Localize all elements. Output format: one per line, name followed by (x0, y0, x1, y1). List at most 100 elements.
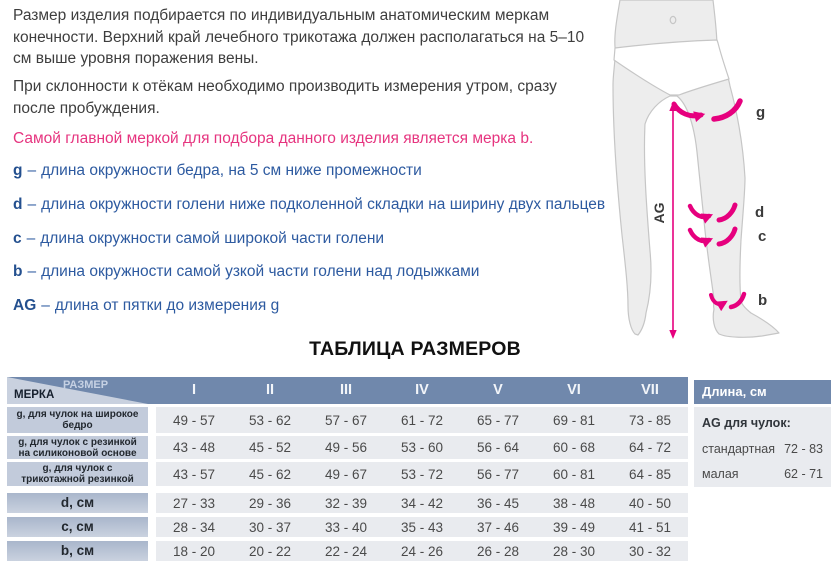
navel (669, 15, 677, 25)
cell: 56 - 64 (476, 440, 520, 455)
corner-label-size: РАЗМЕР (63, 379, 109, 391)
cell: 18 - 20 (172, 543, 216, 559)
measure-key-ag: AG (13, 297, 37, 314)
row-label: b, см (7, 541, 148, 561)
row-values: 43 - 48 45 - 52 49 - 56 53 - 60 56 - 64 … (156, 436, 688, 459)
cell: 26 - 28 (476, 543, 520, 559)
cell: 49 - 57 (172, 412, 216, 428)
corner-label-measure: МЕРКА (14, 389, 55, 401)
size-table: РАЗМЕР МЕРКА I II III IV V VI VII g, для… (7, 377, 688, 561)
dash: – (27, 196, 37, 213)
row-values: 18 - 20 20 - 22 22 - 24 24 - 26 26 - 28 … (156, 541, 688, 561)
cell: 32 - 39 (324, 495, 368, 511)
length-label: малая (702, 467, 739, 481)
measure-desc-g: длина окружности бедра, на 5 см ниже про… (41, 162, 422, 179)
length-panel-subheader: AG для чулок: (702, 416, 791, 430)
cell: 49 - 67 (324, 466, 368, 482)
cell: 24 - 26 (400, 543, 444, 559)
cell: 64 - 72 (628, 440, 672, 455)
cell: 56 - 77 (476, 466, 520, 482)
cell: 53 - 62 (248, 412, 292, 428)
dash: – (26, 230, 36, 247)
row-values: 27 - 33 29 - 36 32 - 39 34 - 42 36 - 45 … (156, 493, 688, 513)
measure-arrow-b (709, 291, 747, 312)
cell: 57 - 67 (324, 412, 368, 428)
cell: 43 - 48 (172, 440, 216, 455)
table-row: b, см 18 - 20 20 - 22 22 - 24 24 - 26 26… (7, 541, 688, 561)
diagram-label-c: c (758, 228, 766, 245)
row-label: g, для чулок с резинкой на силиконовой о… (7, 436, 148, 459)
length-row-small: малая 62 - 71 (702, 467, 823, 481)
row-label: c, см (7, 517, 148, 537)
cell: 40 - 50 (628, 495, 672, 511)
row-values: 43 - 57 45 - 62 49 - 67 53 - 72 56 - 77 … (156, 462, 688, 486)
dash: – (27, 263, 37, 280)
row-values: 28 - 34 30 - 37 33 - 40 35 - 43 37 - 46 … (156, 517, 688, 537)
measure-key-b: b (13, 263, 23, 280)
intro-paragraph-2: При склонности к отёкам необходимо произ… (13, 78, 557, 117)
cell: 73 - 85 (628, 412, 672, 428)
cell: 37 - 46 (476, 519, 520, 535)
table-row: c, см 28 - 34 30 - 37 33 - 40 35 - 43 37… (7, 517, 688, 537)
leg-measurement-diagram: AG g d c b (612, 0, 780, 339)
cell: 41 - 51 (628, 519, 672, 535)
col-header-1: I (191, 382, 197, 398)
length-panel-body: AG для чулок: стандартная 72 - 83 малая … (694, 407, 831, 487)
measure-desc-c: длина окружности самой широкой части гол… (40, 230, 385, 247)
cell: 29 - 36 (248, 495, 292, 511)
measurement-def-c: c – длина окружности самой широкой части г… (13, 230, 384, 248)
measure-arrow-d (687, 202, 738, 224)
col-header-7: VII (641, 382, 659, 398)
measurement-def-g: g – длина окружности бедра, на 5 см ниже п… (13, 162, 422, 180)
length-panel: Длина, см AG для чулок: стандартная 72 -… (694, 380, 831, 487)
cell: 45 - 62 (248, 466, 292, 482)
row-label: g, для чулок с трикотажной резинкой (7, 462, 148, 486)
diagram-label-g: g (756, 104, 765, 121)
cell: 30 - 37 (248, 519, 292, 535)
cell: 36 - 45 (476, 495, 520, 511)
table-row: g, для чулок с резинкой на силиконовой о… (7, 436, 688, 459)
size-table-title: ТАБЛИЦА РАЗМЕРОВ (309, 338, 521, 360)
cell: 28 - 34 (172, 519, 216, 535)
measure-arrow-g (671, 98, 743, 123)
table-row: d, см 27 - 33 29 - 36 32 - 39 34 - 42 36… (7, 493, 688, 513)
row-label: g, для чулок на широкое бедро (7, 407, 148, 433)
cell: 33 - 40 (324, 519, 368, 535)
length-panel-header: Длина, см (694, 380, 831, 404)
measure-desc-b: длина окружности самой узкой части голен… (41, 263, 480, 280)
length-label: стандартная (702, 442, 775, 456)
col-header-2: II (265, 382, 275, 398)
cell: 34 - 42 (400, 495, 444, 511)
cell: 53 - 60 (400, 440, 444, 455)
cell: 39 - 49 (552, 519, 596, 535)
dash: – (41, 297, 50, 314)
underwear-shape (613, 39, 730, 96)
measure-desc-d: длина окружности голени ниже подколенной… (41, 196, 606, 213)
table-corner-cell: РАЗМЕР МЕРКА (7, 377, 148, 404)
cell: 60 - 81 (552, 466, 596, 482)
column-headers: I II III IV V VI VII (156, 377, 688, 404)
cell: 28 - 30 (552, 543, 596, 559)
cell: 20 - 22 (248, 543, 292, 559)
cell: 27 - 33 (172, 495, 216, 511)
intro-paragraph-1: Размер изделия подбирается по индивидуал… (13, 7, 585, 67)
cell: 30 - 32 (628, 543, 672, 559)
cell: 64 - 85 (628, 466, 672, 482)
table-row: g, для чулок на широкое бедро 49 - 57 53… (7, 407, 688, 433)
measurement-def-b: b – длина окружности самой узкой части гол… (13, 263, 479, 281)
highlight-sentence: Самой главной меркой для подбора данного… (13, 130, 534, 147)
col-header-5: V (493, 382, 503, 398)
cell: 65 - 77 (476, 412, 520, 428)
row-label: d, см (7, 493, 148, 513)
measure-arrow-c (687, 226, 738, 248)
length-value: 72 - 83 (784, 442, 823, 456)
ag-measure-line (669, 102, 677, 339)
cell: 38 - 48 (552, 495, 596, 511)
cell: 53 - 72 (400, 466, 444, 482)
measurement-def-ag: AG – длина от пятки до измерения g (13, 297, 279, 315)
measure-key-g: g (13, 162, 23, 179)
size-table-header: РАЗМЕР МЕРКА I II III IV V VI VII (7, 377, 688, 404)
measure-key-c: c (13, 230, 22, 247)
measure-desc-ag: длина от пятки до измерения g (54, 297, 280, 314)
length-row-standard: стандартная 72 - 83 (702, 442, 823, 456)
